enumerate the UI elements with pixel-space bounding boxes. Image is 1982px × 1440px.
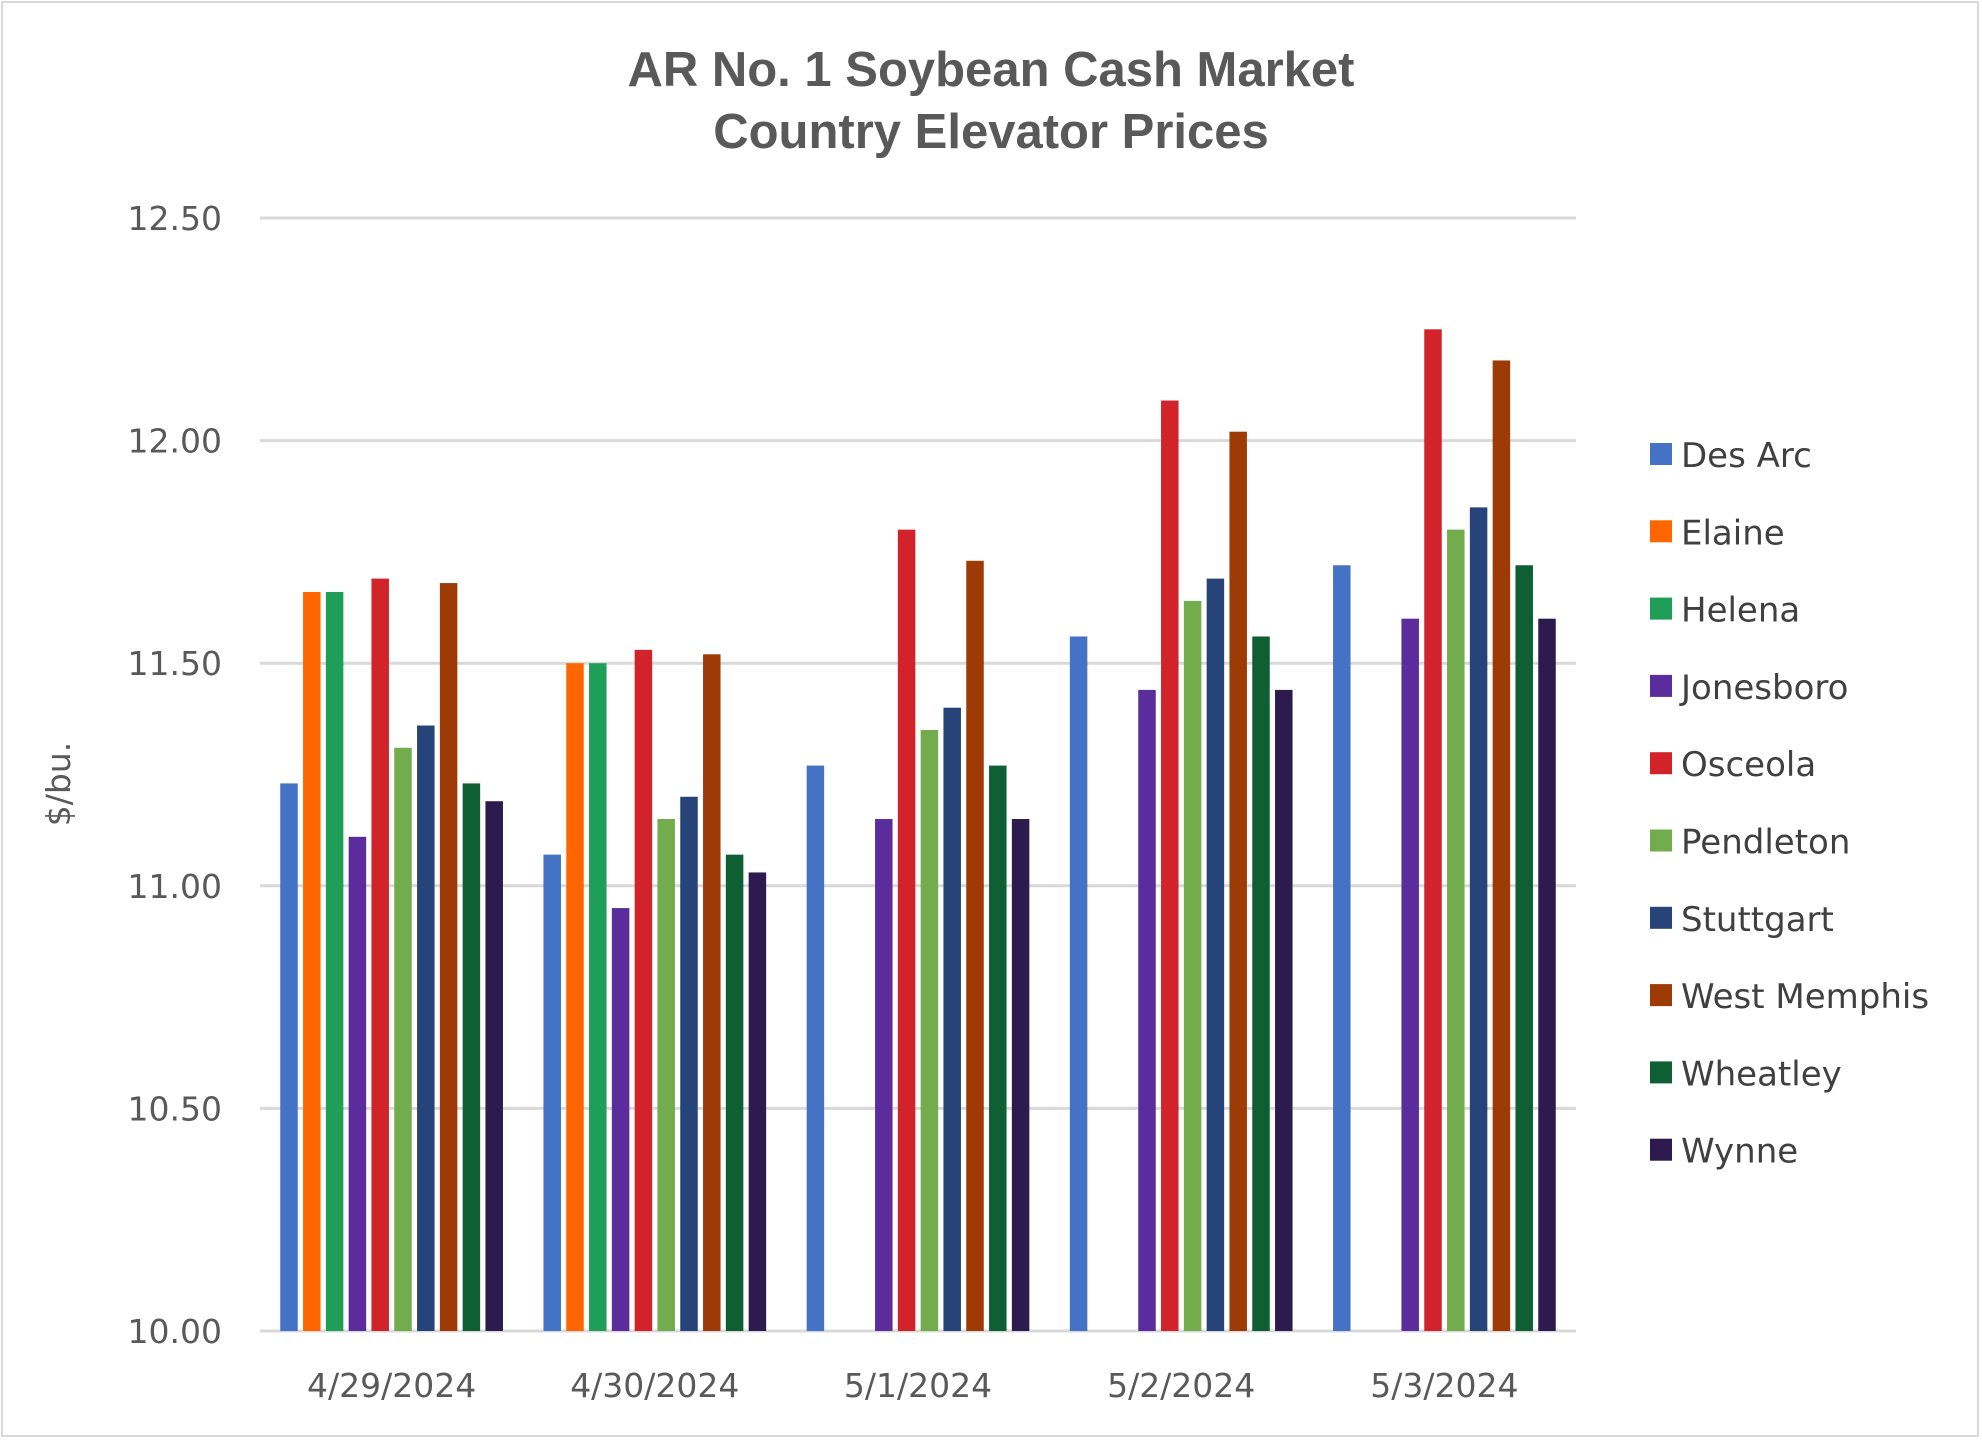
bar [989, 765, 1007, 1331]
bar [1515, 565, 1533, 1331]
bar [748, 872, 767, 1331]
legend-swatch [1650, 984, 1672, 1007]
legend-label: Jonesboro [1679, 668, 1848, 708]
gridlines [260, 216, 1576, 1333]
bar [394, 747, 412, 1331]
legend-label: Elaine [1681, 513, 1785, 553]
bar [1424, 329, 1442, 1331]
bar [1069, 636, 1088, 1331]
legend-swatch [1650, 829, 1672, 852]
bar [371, 578, 389, 1331]
chart-title-line-1: AR No. 1 Soybean Cash Market [627, 43, 1354, 97]
legend-label: Wynne [1681, 1132, 1798, 1172]
bar [703, 654, 721, 1331]
y-axis-ticks: 10.00 10.50 11.00 11.50 12.00 12.50 [128, 199, 222, 1351]
bar [875, 819, 893, 1331]
chart-title-line-2: Country Elevator Prices [713, 105, 1269, 159]
bar [1138, 689, 1156, 1331]
bar [1275, 689, 1293, 1331]
bar [966, 560, 984, 1331]
legend-swatch [1650, 752, 1672, 775]
bar [280, 783, 298, 1331]
legend-label: Osceola [1681, 745, 1816, 785]
bar [680, 796, 698, 1331]
bar [806, 765, 825, 1331]
x-tick-label: 5/2/2024 [1107, 1366, 1255, 1405]
legend-swatch [1650, 520, 1672, 543]
bar [1161, 400, 1179, 1332]
bar [439, 583, 458, 1331]
bar [1538, 618, 1556, 1331]
chart-title: AR No. 1 Soybean Cash Market Country Ele… [627, 43, 1354, 159]
bar [1229, 431, 1247, 1331]
bar [1011, 819, 1030, 1331]
bar [1252, 636, 1270, 1331]
x-tick-label: 5/3/2024 [1370, 1366, 1518, 1405]
bar [566, 663, 584, 1331]
y-tick-label: 12.50 [128, 199, 222, 238]
bar [1206, 578, 1225, 1331]
x-tick-label: 4/30/2024 [570, 1366, 739, 1405]
bar [920, 729, 939, 1331]
y-tick-label: 11.50 [128, 644, 222, 683]
x-axis-ticks: 4/29/2024 4/30/2024 5/1/2024 5/2/2024 5/3/20… [307, 1366, 1519, 1405]
legend-label: Des Arc [1681, 436, 1812, 476]
bar [417, 725, 435, 1331]
bar [634, 649, 653, 1331]
legend-label: Helena [1681, 591, 1800, 631]
bar [1447, 529, 1465, 1331]
bar [611, 908, 630, 1331]
bar [657, 819, 675, 1331]
legend-label: Wheatley [1681, 1054, 1842, 1094]
bar [543, 854, 561, 1331]
bars [280, 329, 1556, 1332]
y-axis-label: $/bu. [39, 742, 78, 826]
bar [1492, 360, 1511, 1331]
legend-label: Stuttgart [1681, 900, 1834, 940]
bar [1333, 565, 1351, 1331]
bar [348, 836, 367, 1331]
legend: Des Arc Elaine Helena Jonesboro Osceola Pendl… [1650, 436, 1929, 1172]
bar [303, 591, 321, 1331]
legend-swatch [1650, 443, 1672, 465]
x-tick-label: 5/1/2024 [844, 1366, 992, 1405]
bar [1469, 507, 1488, 1331]
bar [943, 707, 961, 1331]
bar [1401, 618, 1419, 1331]
legend-swatch [1650, 906, 1672, 929]
legend-swatch [1650, 1138, 1672, 1161]
x-tick-label: 4/29/2024 [307, 1366, 476, 1405]
legend-swatch [1650, 674, 1672, 697]
bar [485, 801, 503, 1331]
bar [897, 529, 916, 1331]
legend-label: Pendleton [1681, 823, 1850, 863]
y-tick-label: 12.00 [128, 422, 222, 461]
y-tick-label: 11.00 [128, 867, 222, 906]
y-tick-label: 10.50 [128, 1089, 222, 1128]
bar [725, 854, 744, 1331]
y-tick-label: 10.00 [128, 1312, 222, 1351]
bar [325, 591, 344, 1331]
bar [589, 663, 607, 1331]
legend-label: West Memphis [1681, 977, 1929, 1017]
bar [462, 783, 481, 1331]
bar [1183, 600, 1202, 1331]
legend-swatch [1650, 1061, 1672, 1084]
legend-swatch [1650, 597, 1672, 620]
